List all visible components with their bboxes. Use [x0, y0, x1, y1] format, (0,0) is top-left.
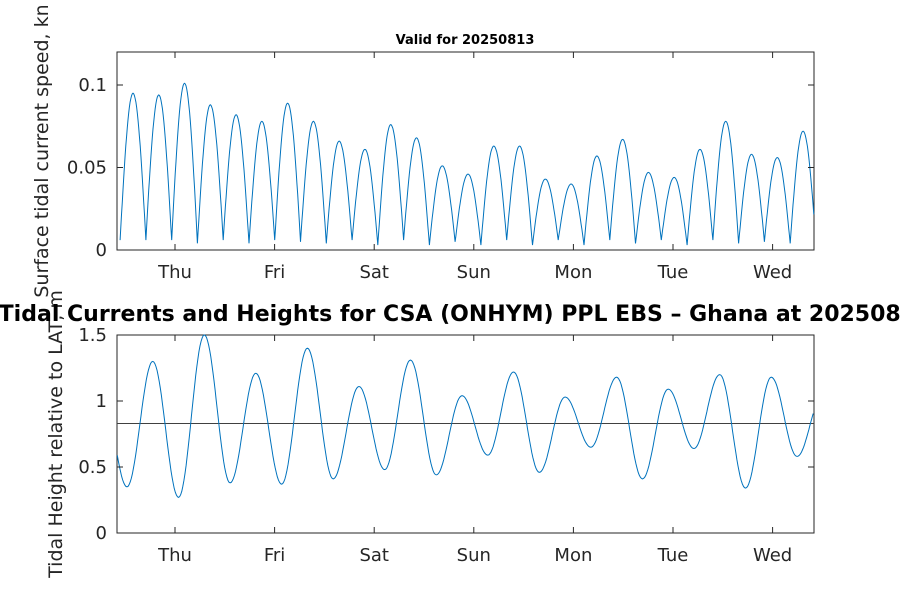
tidal-height-x-tick-label: Fri: [264, 545, 285, 566]
current-speed-y-tick-label: 0: [96, 240, 107, 261]
current-speed-y-tick-label: 0.05: [67, 158, 107, 179]
tidal-height-y-ticks: 0 0.5 1 1.5: [78, 325, 814, 544]
tidal-height-series-line: [116, 334, 814, 498]
tidal-height-y-tick-label: 1.5: [78, 325, 107, 346]
tidal-height-panel: Thu Fri Sat Sun Mon Tue Wed 0 0.5 1 1.5 Tidal Hei…: [45, 290, 815, 579]
tidal-height-x-ticks: Thu Fri Sat Sun Mon Tue Wed: [157, 335, 792, 566]
tidal-height-x-tick-label: Thu: [157, 545, 192, 566]
current-speed-plot-area: [116, 51, 815, 251]
current-speed-series-line: [119, 82, 815, 246]
tidal-height-y-tick-label: 0: [96, 523, 107, 544]
tidal-height-x-tick-label: Mon: [554, 545, 592, 566]
tidal-height-x-tick-label: Sat: [359, 545, 389, 566]
current-speed-x-tick-label: Tue: [657, 262, 689, 283]
tidal-height-y-axis-label: Tidal Height relative to LAT, m: [45, 290, 67, 579]
tidal-height-x-tick-label: Sun: [457, 545, 491, 566]
current-speed-y-ticks: 0 0.05 0.1: [67, 75, 814, 261]
current-speed-x-tick-label: Wed: [753, 262, 792, 283]
current-speed-x-tick-label: Fri: [264, 262, 285, 283]
tidal-height-x-tick-label: Tue: [657, 545, 689, 566]
current-speed-y-tick-label: 0.1: [78, 75, 107, 96]
current-speed-title: Valid for 20250813: [396, 33, 535, 48]
tidal-height-x-tick-label: Wed: [753, 545, 792, 566]
main-title: Tidal Currents and Heights for CSA (ONHY…: [0, 302, 900, 327]
current-speed-x-ticks: Thu Fri Sat Sun Mon Tue Wed: [157, 52, 792, 283]
tidal-height-plot-area: [116, 334, 815, 534]
current-speed-panel: Thu Fri Sat Sun Mon Tue Wed 0 0.05 0.1 Valid for…: [31, 4, 815, 298]
tidal-height-y-tick-label: 0.5: [78, 457, 107, 478]
current-speed-x-tick-label: Thu: [157, 262, 192, 283]
tidal-height-y-tick-label: 1: [96, 391, 107, 412]
current-speed-x-tick-label: Mon: [554, 262, 592, 283]
current-speed-y-axis-label: Surface tidal current speed, kn: [31, 4, 53, 297]
current-speed-x-tick-label: Sun: [457, 262, 491, 283]
current-speed-x-tick-label: Sat: [359, 262, 389, 283]
